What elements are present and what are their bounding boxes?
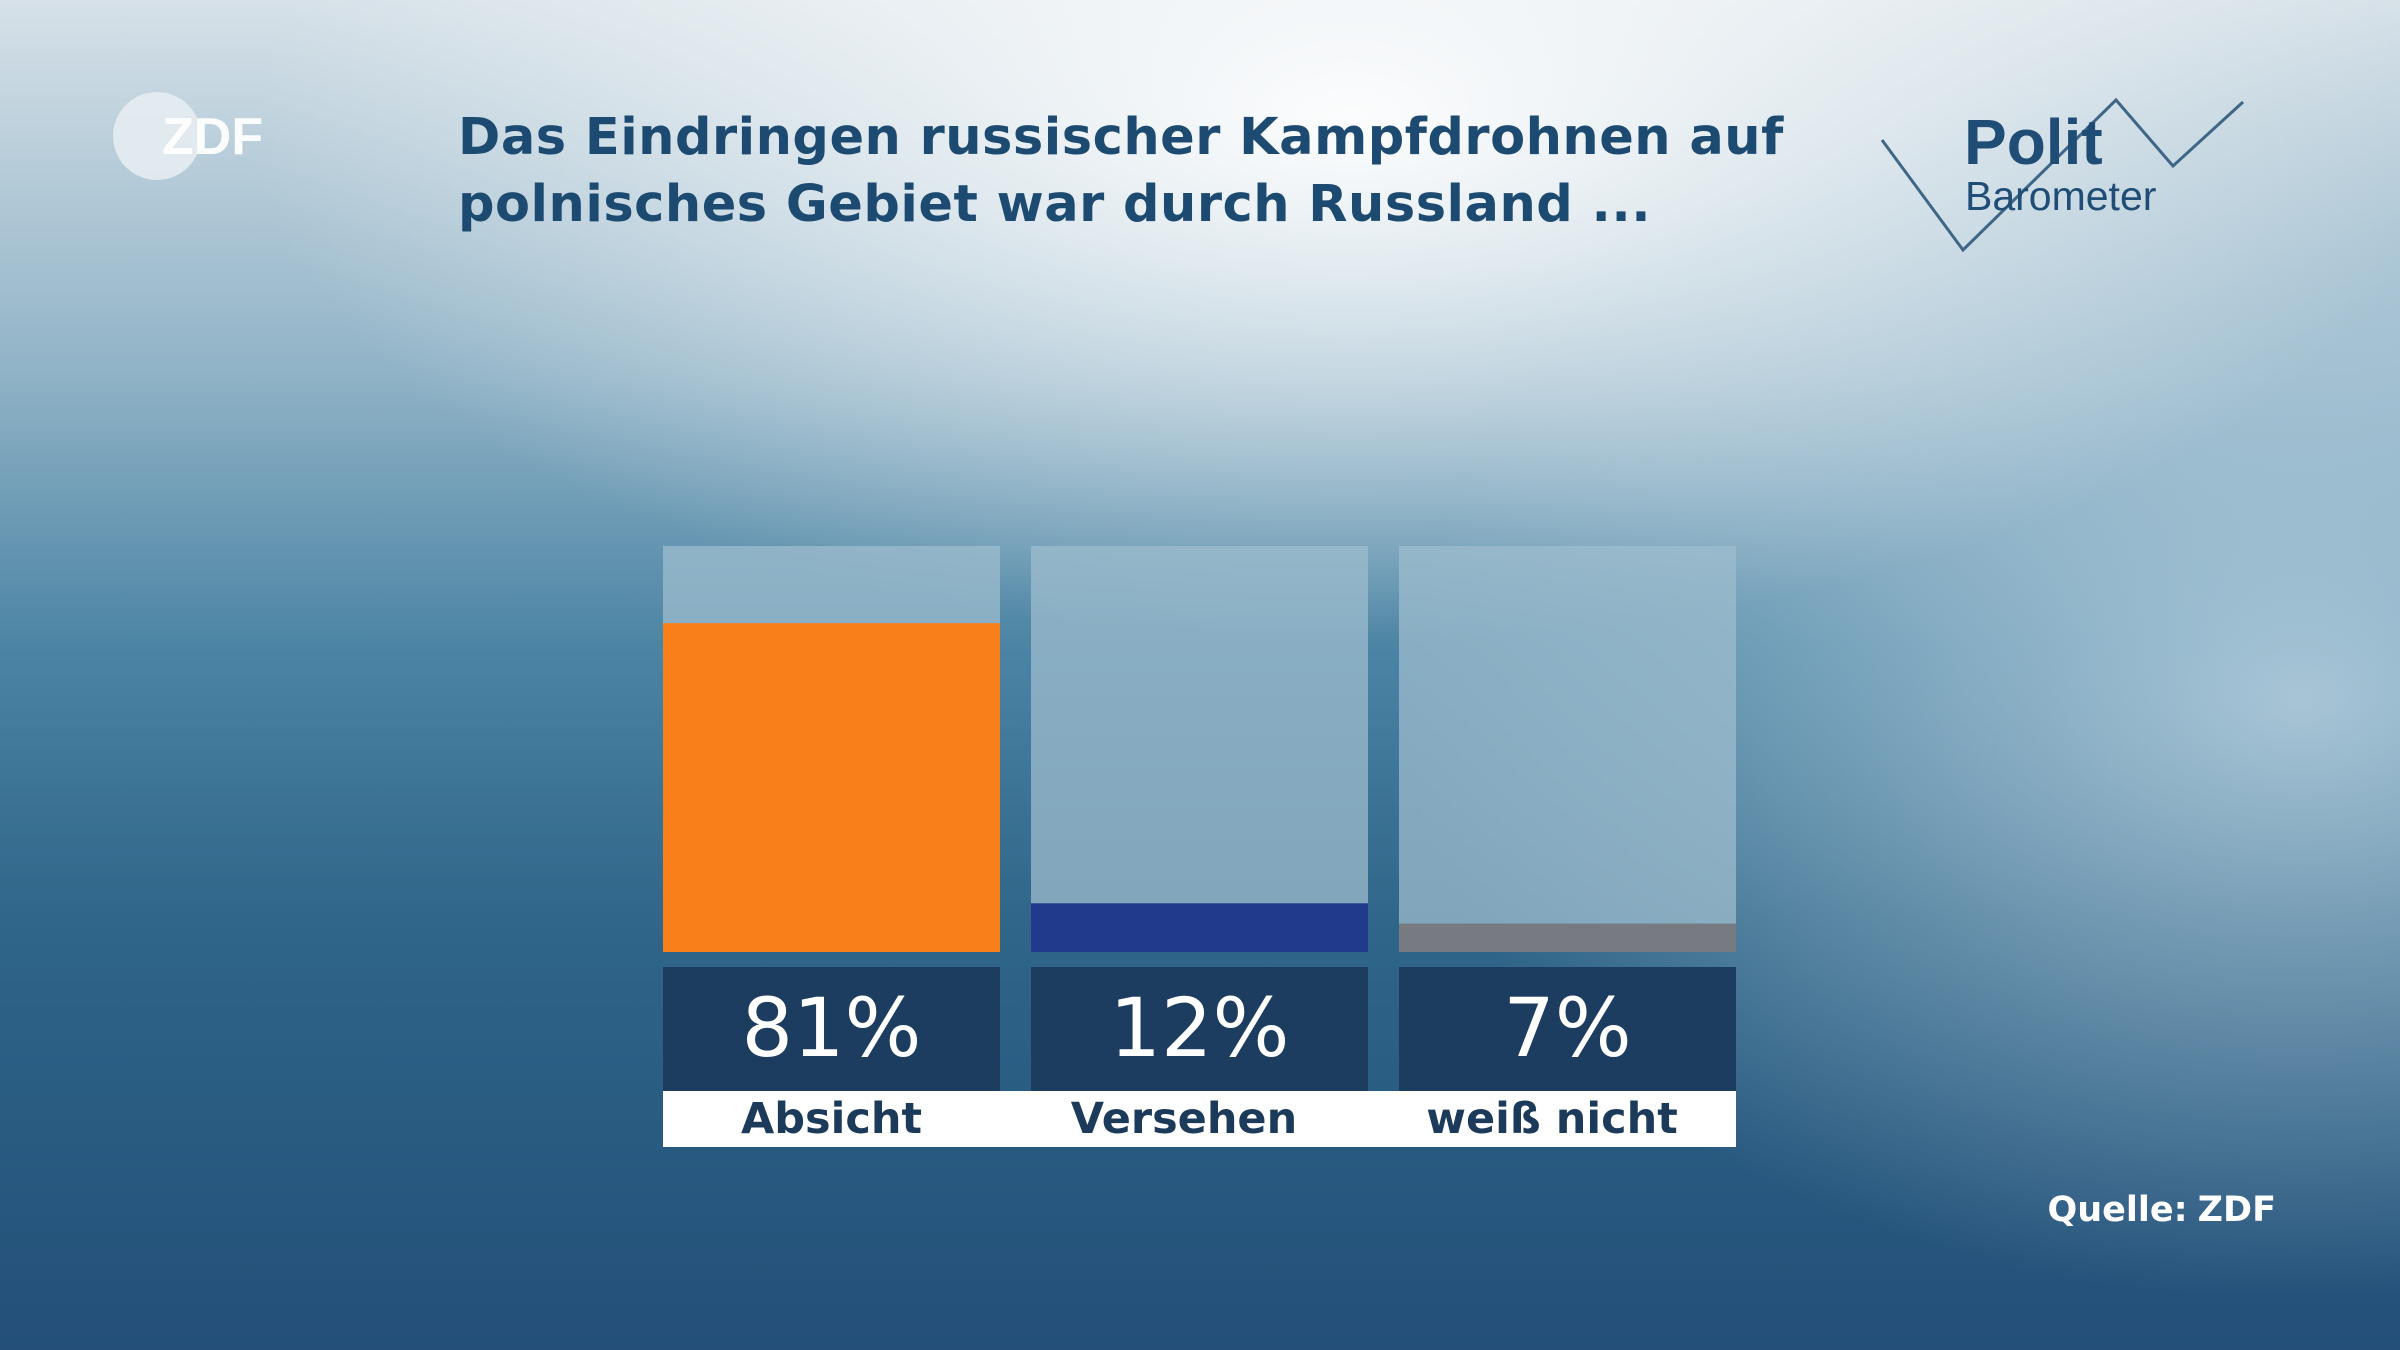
source-value: ZDF: [2197, 1190, 2276, 1230]
trend-line-icon: [1880, 97, 2245, 253]
politbarometer-logo: Polit Barometer: [1870, 88, 2260, 263]
source-note: Quelle: ZDF: [2048, 1190, 2286, 1230]
value-label-versehen: 12%: [1031, 967, 1368, 1091]
title-line-1: Das Eindringen russischer Kampfdrohnen a…: [458, 108, 1784, 167]
bar-versehen: [1031, 903, 1368, 952]
value-label-wei-nicht: 7%: [1399, 967, 1736, 1091]
category-label-wei-nicht: weiß nicht: [1368, 1091, 1736, 1147]
title-line-2: polnisches Gebiet war durch Russland ...: [458, 175, 1652, 234]
value-label-absicht: 81%: [663, 967, 1000, 1091]
bar-track-versehen: [1031, 546, 1368, 952]
bar-track-wei-nicht: [1399, 546, 1736, 952]
zdf-logo: ZDF: [110, 88, 280, 183]
bar-wei-nicht: [1399, 923, 1736, 952]
barometer-logo-word: Barometer: [1965, 173, 2157, 219]
bar-absicht: [663, 623, 1000, 952]
page-title: Das Eindringen russischer Kampfdrohnen a…: [458, 104, 1858, 238]
zdf-logo-text: ZDF: [162, 108, 263, 166]
category-label-absicht: Absicht: [663, 1091, 1000, 1147]
category-label-versehen: Versehen: [1000, 1091, 1368, 1147]
polit-logo-word: Polit: [1964, 106, 2103, 178]
source-label: Quelle:: [2047, 1190, 2188, 1230]
